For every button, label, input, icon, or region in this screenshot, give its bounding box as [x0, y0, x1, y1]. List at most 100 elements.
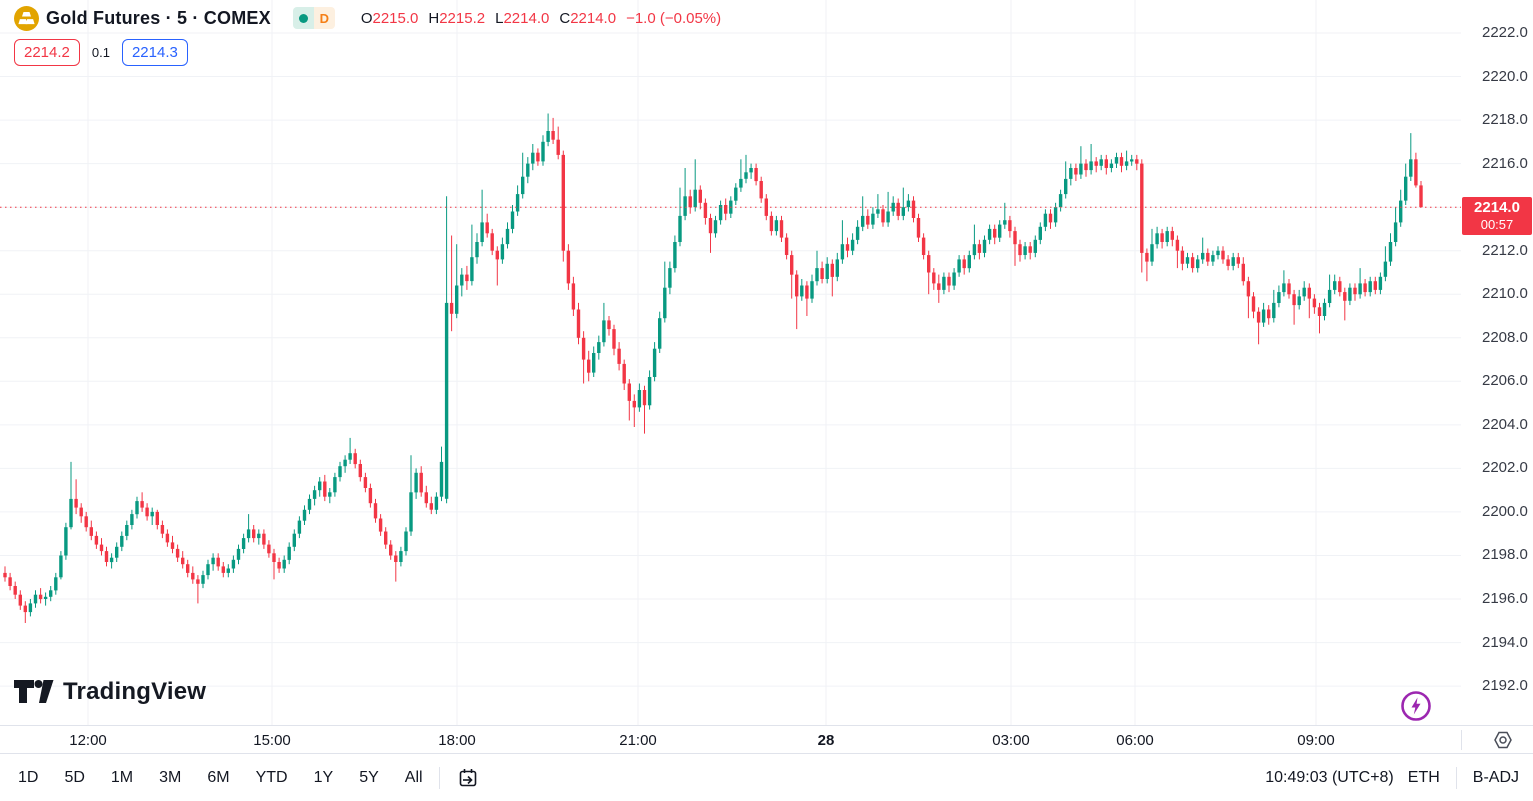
candle-body [1119, 157, 1124, 166]
candle-body [698, 189, 702, 203]
price-scale-settings-icon[interactable] [1492, 729, 1514, 756]
candle-body [104, 551, 109, 562]
candle-body [1201, 252, 1205, 260]
price-axis-label: 2194.0 [1482, 633, 1528, 651]
sell-price-button[interactable]: 2214.2 [14, 38, 80, 66]
interval-badge[interactable]: D [292, 7, 335, 29]
candle-body [3, 572, 7, 578]
candle-body [1312, 298, 1317, 308]
candle-body [566, 250, 571, 284]
candle-body [1292, 294, 1296, 306]
adjustment-badj-button[interactable]: B-ADJ [1472, 768, 1519, 786]
candle-body [1104, 159, 1108, 168]
candle-body [1069, 168, 1073, 179]
range-button-1m[interactable]: 1M [110, 768, 134, 786]
candle-body [241, 538, 246, 549]
candle-body [455, 285, 459, 314]
price-axis-label: 2196.0 [1482, 590, 1528, 608]
candle-body [1150, 244, 1154, 262]
candle-body [597, 342, 601, 353]
candle-body [145, 507, 149, 517]
candle-body [414, 472, 418, 493]
candle-body [957, 259, 961, 273]
candle-body [993, 228, 997, 238]
range-button-1d[interactable]: 1D [18, 768, 39, 786]
candle-body [708, 218, 713, 234]
session-eth-button[interactable]: ETH [1407, 768, 1440, 786]
candle-body [1211, 255, 1215, 262]
candle-body [409, 492, 413, 532]
range-button-all[interactable]: All [404, 768, 423, 786]
candle-body [79, 507, 83, 517]
candle-body [724, 205, 728, 214]
buy-price-button[interactable]: 2214.3 [121, 38, 188, 66]
candle-body [389, 544, 393, 556]
candle-body [353, 453, 357, 465]
candle-body [226, 568, 230, 573]
candle-body [805, 285, 809, 299]
candle-body [1399, 200, 1403, 223]
realtime-lightning-icon[interactable] [1399, 689, 1433, 728]
candle-body [1114, 157, 1119, 164]
price-axis-label: 2206.0 [1482, 372, 1528, 390]
candle-body [1175, 239, 1180, 251]
candle-body [571, 283, 576, 310]
candle-body [287, 546, 291, 560]
range-button-3m[interactable]: 3M [159, 768, 182, 786]
candle-body [1333, 281, 1337, 290]
candle-body [282, 559, 286, 569]
ohlc-readout: O 2215.0 H 2215.2 L 2214.0 C 2214.0 −1.0 (−0… [361, 10, 721, 27]
range-button-ytd[interactable]: YTD [255, 768, 288, 786]
price-axis-label: 2192.0 [1482, 677, 1528, 695]
candle-body [536, 152, 540, 162]
candle-body [901, 207, 905, 216]
range-button-1y[interactable]: 1Y [313, 768, 334, 786]
symbol-title[interactable]: Gold Futures · 5 · COMEX [46, 7, 271, 28]
price-axis[interactable]: 2214.0 00:57 2222.0 2220.0 2218.0 2216.0 221… [1461, 0, 1533, 725]
watermark-text: TradingView [63, 677, 207, 705]
candle-body [1190, 257, 1195, 269]
candle-body [434, 496, 439, 510]
clock-timezone-button[interactable]: 10:49:03 (UTC+8) [1265, 768, 1394, 786]
price-axis-label: 2200.0 [1482, 502, 1528, 520]
candle-body [216, 557, 220, 567]
candle-body [480, 222, 484, 242]
candle-body [1404, 176, 1408, 201]
candle-body [150, 511, 154, 517]
candle-body [668, 268, 672, 288]
range-button-5y[interactable]: 5Y [359, 768, 379, 786]
candle-body [38, 594, 43, 600]
candle-body [891, 202, 895, 212]
candle-body [637, 390, 642, 408]
toolbar-right: 10:49:03 (UTC+8) ETH B-ADJ [1265, 766, 1519, 789]
time-axis[interactable]: 12:00 15:00 18:00 21:00 28 03:00 06:00 09:00 [0, 725, 1533, 753]
candle-body [1363, 283, 1367, 293]
close-label: C [559, 9, 571, 27]
candle-body [952, 272, 956, 286]
candle-body [779, 220, 784, 238]
go-to-date-icon[interactable] [456, 766, 480, 790]
candle-body [718, 205, 723, 221]
candle-body [1155, 233, 1159, 245]
low-value: 2214.0 [503, 9, 550, 27]
chart-plot-area[interactable] [0, 0, 1461, 725]
candle-body [1297, 296, 1301, 306]
candle-body [13, 586, 17, 595]
candle-body [312, 490, 317, 499]
candle-body [734, 187, 738, 201]
candle-body [1267, 309, 1271, 319]
range-button-6m[interactable]: 6M [207, 768, 230, 786]
high-label: H [428, 9, 440, 27]
candle-body [795, 274, 799, 297]
candle-body [165, 533, 170, 543]
candle-body [866, 215, 870, 225]
candle-body [932, 272, 936, 284]
time-axis-label: 21:00 [619, 732, 657, 749]
candle-body [521, 176, 525, 195]
candle-body [201, 575, 205, 584]
candle-body [373, 503, 378, 519]
candle-body [175, 548, 180, 558]
range-button-5d[interactable]: 5D [64, 768, 85, 786]
candle-body [297, 520, 302, 534]
candle-body [429, 503, 433, 510]
